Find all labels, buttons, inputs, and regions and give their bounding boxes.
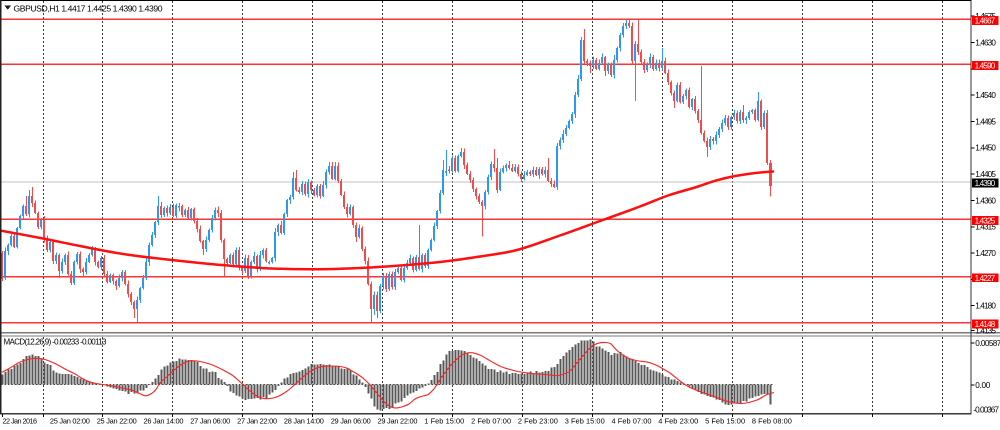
svg-text:-0.00367: -0.00367 — [973, 405, 999, 414]
svg-text:25 Jan 02:00: 25 Jan 02:00 — [50, 417, 90, 426]
svg-text:26 Jan 14:00: 26 Jan 14:00 — [144, 417, 184, 426]
svg-text:22 Jan 2016: 22 Jan 2016 — [3, 417, 38, 426]
svg-text:1.4667: 1.4667 — [975, 17, 996, 26]
svg-text:1.4227: 1.4227 — [975, 274, 996, 283]
svg-text:1.4270: 1.4270 — [975, 249, 996, 258]
svg-text:MACD(12,26,9) -0.00233 -0.0011: MACD(12,26,9) -0.00233 -0.00113 — [4, 338, 108, 347]
svg-text:1.4135: 1.4135 — [975, 326, 996, 335]
svg-text:29 Jan 06:00: 29 Jan 06:00 — [331, 417, 371, 426]
svg-text:1.4495: 1.4495 — [975, 117, 996, 126]
svg-text:1.4325: 1.4325 — [975, 217, 996, 226]
svg-text:1.4630: 1.4630 — [975, 38, 996, 47]
svg-text:1 Feb 15:00: 1 Feb 15:00 — [424, 417, 464, 426]
svg-text:25 Jan 22:00: 25 Jan 22:00 — [97, 417, 137, 426]
svg-text:1.4405: 1.4405 — [975, 170, 996, 179]
svg-text:4 Feb 07:00: 4 Feb 07:00 — [612, 417, 652, 426]
svg-text:2 Feb 23:00: 2 Feb 23:00 — [518, 417, 558, 426]
svg-text:8 Feb 08:00: 8 Feb 08:00 — [752, 417, 792, 426]
svg-text:2 Feb 07:00: 2 Feb 07:00 — [471, 417, 511, 426]
svg-text:4 Feb 23:00: 4 Feb 23:00 — [658, 417, 698, 426]
svg-text:0.00: 0.00 — [975, 381, 990, 390]
svg-text:3 Feb 15:00: 3 Feb 15:00 — [565, 417, 605, 426]
svg-text:1.4590: 1.4590 — [975, 62, 996, 71]
svg-text:1.4450: 1.4450 — [975, 144, 996, 153]
svg-text:1.4180: 1.4180 — [975, 302, 996, 311]
svg-text:GBPUSD,H1 1.4417 1.4425 1.439: GBPUSD,H1 1.4417 1.4425 1.4390 1.4390 — [14, 3, 163, 13]
svg-text:1.4315: 1.4315 — [975, 223, 996, 232]
svg-text:5 Feb 15:00: 5 Feb 15:00 — [705, 417, 745, 426]
svg-text:27 Jan 22:00: 27 Jan 22:00 — [237, 417, 277, 426]
svg-text:29 Jan 22:00: 29 Jan 22:00 — [378, 417, 418, 426]
svg-text:28 Jan 14:00: 28 Jan 14:00 — [284, 417, 324, 426]
svg-text:1.4390: 1.4390 — [975, 179, 996, 188]
svg-text:0.00587: 0.00587 — [975, 339, 1000, 348]
svg-text:1.4540: 1.4540 — [975, 91, 996, 100]
svg-text:1.4148: 1.4148 — [975, 320, 996, 329]
svg-text:27 Jan 06:00: 27 Jan 06:00 — [190, 417, 230, 426]
svg-text:1.4360: 1.4360 — [975, 196, 996, 205]
